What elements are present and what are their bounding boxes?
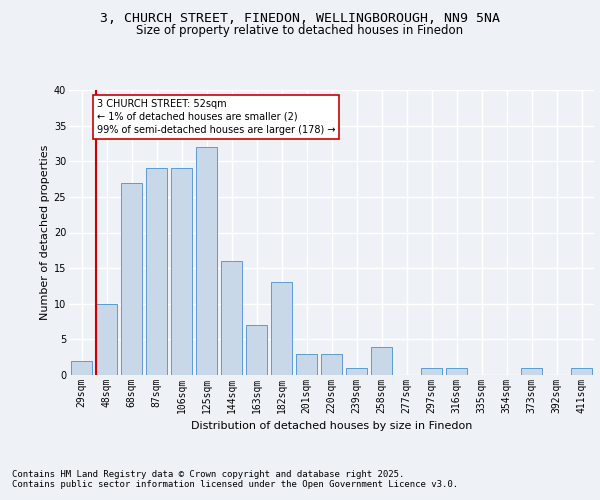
X-axis label: Distribution of detached houses by size in Finedon: Distribution of detached houses by size … [191,422,472,432]
Text: 3, CHURCH STREET, FINEDON, WELLINGBOROUGH, NN9 5NA: 3, CHURCH STREET, FINEDON, WELLINGBOROUG… [100,12,500,26]
Bar [71,361,92,375]
Text: 3 CHURCH STREET: 52sqm
← 1% of detached houses are smaller (2)
99% of semi-detac: 3 CHURCH STREET: 52sqm ← 1% of detached … [97,98,335,135]
Bar [221,261,242,375]
Bar [196,147,217,375]
Bar [121,182,142,375]
Bar [371,346,392,375]
Bar [296,354,317,375]
Bar [246,325,267,375]
Text: Contains HM Land Registry data © Crown copyright and database right 2025.: Contains HM Land Registry data © Crown c… [12,470,404,479]
Bar [346,368,367,375]
Bar [521,368,542,375]
Bar [96,304,117,375]
Y-axis label: Number of detached properties: Number of detached properties [40,145,50,320]
Bar [271,282,292,375]
Bar [146,168,167,375]
Text: Size of property relative to detached houses in Finedon: Size of property relative to detached ho… [136,24,464,37]
Bar [446,368,467,375]
Bar [321,354,342,375]
Text: Contains public sector information licensed under the Open Government Licence v3: Contains public sector information licen… [12,480,458,489]
Bar [171,168,192,375]
Bar [571,368,592,375]
Bar [421,368,442,375]
